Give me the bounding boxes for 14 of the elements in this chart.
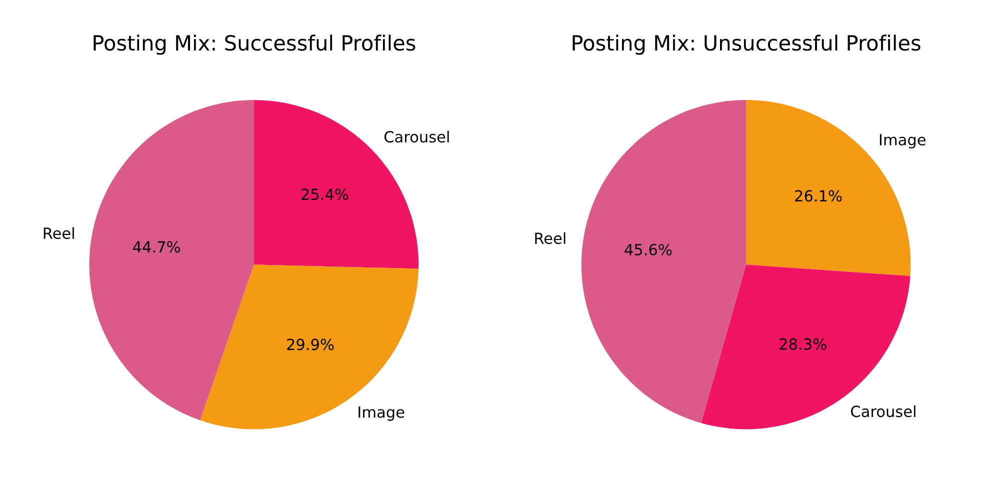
- data-label: 25.4%: [302, 188, 348, 200]
- data-label: 29.9%: [287, 338, 334, 350]
- chart-title: Posting Mix: Unsuccessful Profiles: [572, 34, 920, 55]
- slice-label: Image: [880, 134, 926, 148]
- slice-label: Image: [358, 406, 404, 421]
- slice-label: Carousel: [851, 405, 916, 418]
- data-label: 28.3%: [780, 338, 826, 350]
- data-label: 45.6%: [624, 244, 672, 256]
- slice-label: Carousel: [384, 130, 449, 143]
- slice-label: Reel: [44, 227, 74, 240]
- slice-label: Reel: [535, 232, 566, 244]
- data-label: 44.7%: [133, 241, 180, 253]
- chart-title: Posting Mix: Successful Profiles: [94, 34, 416, 55]
- data-label: 26.1%: [795, 190, 842, 202]
